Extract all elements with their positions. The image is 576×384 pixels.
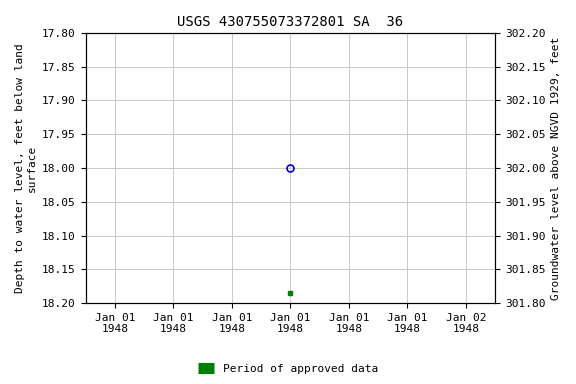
Legend: Period of approved data: Period of approved data: [193, 359, 383, 379]
Y-axis label: Groundwater level above NGVD 1929, feet: Groundwater level above NGVD 1929, feet: [551, 36, 561, 300]
Title: USGS 430755073372801 SA  36: USGS 430755073372801 SA 36: [177, 15, 403, 29]
Y-axis label: Depth to water level, feet below land
surface: Depth to water level, feet below land su…: [15, 43, 37, 293]
